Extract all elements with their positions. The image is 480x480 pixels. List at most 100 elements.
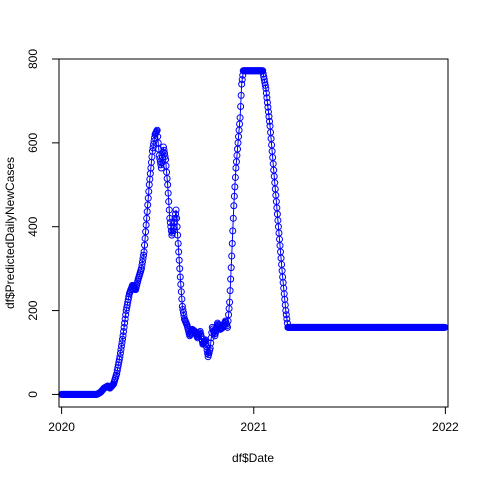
data-point [266,117,274,125]
data-point [148,147,156,155]
data-point [177,280,185,288]
data-point [175,248,183,256]
data-point [230,202,238,210]
data-point [177,288,185,296]
y-tick-label: 600 [26,133,40,153]
data-point [120,323,128,331]
x-axis: 2020 2021 2022 [48,407,459,434]
data-point [165,198,173,206]
data-point [226,298,234,306]
data-point [140,248,148,256]
data-point [145,187,153,195]
data-point [118,339,126,347]
data-point [161,152,169,160]
data-point [238,76,246,84]
data-point [176,273,184,281]
data-point [236,114,244,122]
data-point [139,255,147,263]
data-point [138,261,146,269]
data-point [141,234,149,242]
data-point [174,239,182,247]
data-point [207,339,215,347]
data-point [174,231,182,239]
data-point [120,328,128,336]
data-point [164,189,172,197]
data-point [231,173,239,181]
data-point [165,206,173,214]
data-point [142,221,150,229]
data-point [173,223,181,231]
data-point [116,349,124,357]
data-point [121,319,129,327]
data-point [211,332,219,340]
data-point [116,353,124,361]
data-point [228,252,236,260]
data-point [283,315,291,323]
series-layer [58,67,449,398]
data-point [119,332,127,340]
data-point [237,103,245,111]
data-point [149,141,157,149]
data-point [143,208,151,216]
data-point [140,251,148,259]
data-point [282,311,290,319]
data-point [142,228,150,236]
data-point [119,335,127,343]
data-point [211,329,219,337]
data-point [264,103,272,111]
x-axis-label: df$Date [232,451,274,465]
data-point [197,330,205,338]
data-point [175,256,183,264]
data-point [178,295,186,303]
data-point [143,214,151,222]
data-point [172,210,180,218]
y-tick-label: 200 [26,300,40,320]
y-axis-label: df$PredictedDailyNewCases [3,157,17,309]
y-tick-label: 400 [26,216,40,236]
x-tick-label: 2022 [432,420,459,434]
x-tick-label: 2021 [240,420,267,434]
x-tick-label: 2020 [48,420,75,434]
data-point [202,339,210,347]
y-axis: 0 200 400 600 800 [26,49,59,398]
data-point [117,342,125,350]
data-point [229,214,237,222]
data-point [166,219,174,227]
data-point [117,346,125,354]
data-point [144,201,152,209]
data-point [122,311,130,319]
data-point [262,89,270,97]
data-point [264,108,272,116]
data-point [226,287,234,295]
data-point [263,94,271,102]
data-point [144,194,152,202]
data-point [164,181,172,189]
data-point [172,206,180,214]
data-point [261,81,269,89]
y-tick-label: 800 [26,49,40,69]
data-point [227,275,235,283]
data-point [228,239,236,247]
data-point [206,344,214,352]
data-point [176,265,184,273]
data-point [231,183,239,191]
data-point [150,137,158,145]
data-point [170,223,178,231]
data-point [238,80,246,88]
data-point [196,328,204,336]
data-point [230,192,238,200]
data-point [237,91,245,99]
data-point [141,241,149,249]
data-point [173,214,181,222]
data-point [263,99,271,106]
data-point [197,333,205,341]
data-point [138,258,146,266]
data-point [166,214,174,222]
y-tick-label: 0 [26,391,40,398]
data-point [121,315,129,323]
data-point [282,307,290,315]
data-point [227,264,235,272]
data-point [137,265,145,273]
